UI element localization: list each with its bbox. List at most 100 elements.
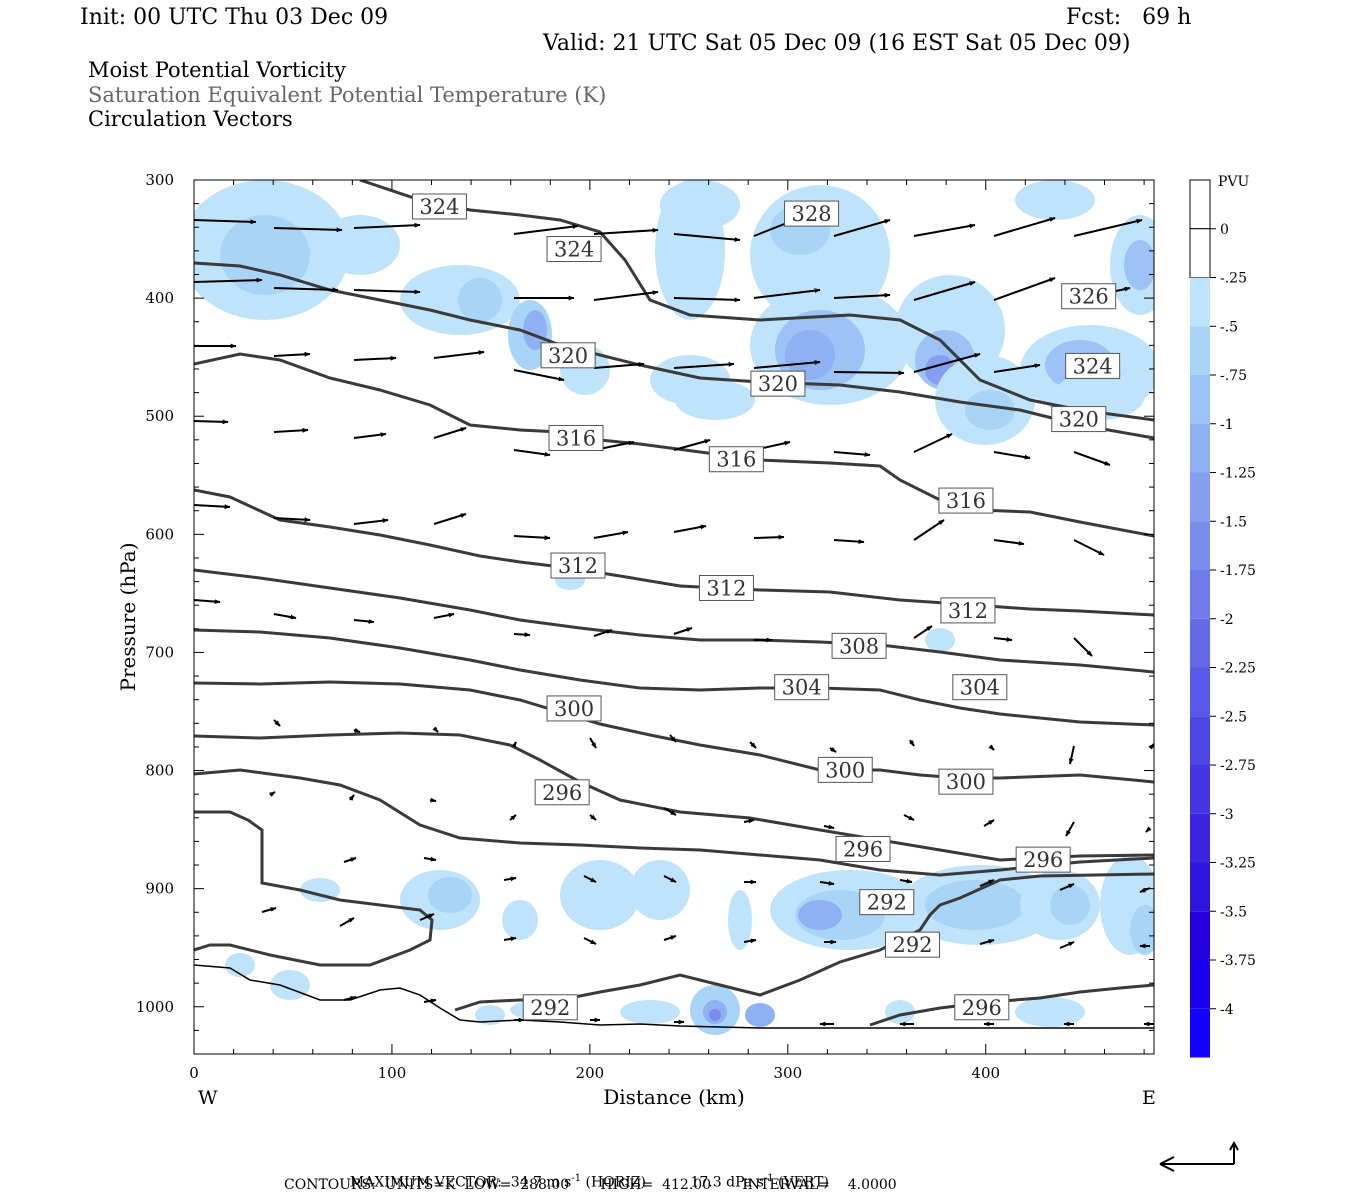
circulation-vector: [913, 433, 953, 453]
circulation-vector: [673, 297, 741, 303]
svg-text:316: 316: [556, 426, 596, 450]
colorbar-label: -.75: [1220, 368, 1247, 384]
colorbar-cell: [1189, 179, 1211, 230]
colorbar-label: -3.75: [1220, 953, 1256, 969]
contour-label: 300: [546, 695, 602, 722]
circulation-vector: [673, 439, 711, 451]
circulation-vector: [194, 219, 257, 225]
colorbar-cell: [1190, 911, 1210, 960]
circulation-vector: [1059, 883, 1075, 891]
contour-label: 328: [784, 200, 840, 227]
svg-text:320: 320: [758, 372, 798, 396]
terrain-line: [194, 964, 1154, 1029]
circulation-vector: [819, 880, 835, 886]
circulation-vector: [833, 219, 891, 237]
svg-text:324: 324: [554, 238, 594, 262]
circulation-vector: [353, 619, 375, 624]
contour-label: 320: [1051, 406, 1107, 433]
svg-text:312: 312: [948, 599, 988, 623]
max-vector-note: MAXIMUM VECTOR: 34.7 m s-1 (HORIZ) 17.3 …: [341, 1157, 829, 1191]
svg-text:324: 324: [419, 195, 459, 219]
colorbar-cell: [1190, 960, 1210, 1009]
circulation-vector: [339, 917, 355, 927]
circulation-vector: [673, 361, 735, 369]
circulation-vector: [993, 637, 1013, 642]
circulation-vector: [273, 351, 311, 357]
colorbar-label: -1.25: [1220, 466, 1256, 482]
contour-label: 320: [750, 370, 806, 397]
colorbar-cell: [1190, 765, 1210, 814]
mpv-shade-region: [728, 890, 752, 950]
contour-label: 308: [831, 632, 887, 659]
horiz-max: 34.7 m s: [510, 1174, 572, 1191]
mpv-shade-region: [320, 215, 400, 275]
colorbar-label: -2.75: [1220, 758, 1256, 774]
contour-label: 296: [1015, 846, 1071, 873]
circulation-vector: [593, 629, 613, 637]
init-time: Init: 00 UTC Thu 03 Dec 09: [80, 5, 389, 30]
mpv-shade-region: [785, 330, 835, 380]
circulation-vector: [753, 288, 821, 299]
circulation-vector: [429, 797, 437, 803]
circulation-vector: [743, 938, 757, 944]
mpv-shade-region: [798, 900, 842, 930]
mpv-shade-region: [1124, 240, 1154, 290]
circulation-vector: [419, 913, 435, 921]
colorbar-label: -4: [1220, 1002, 1234, 1018]
circulation-vector: [593, 530, 629, 539]
colorbar-label: 0: [1220, 222, 1229, 238]
circulation-vector: [753, 534, 785, 540]
y-tick-label: 900: [145, 880, 174, 898]
circulation-vector: [1073, 218, 1143, 237]
contour-line: [194, 488, 1154, 617]
colorbar-cell: [1190, 570, 1210, 619]
svg-text:312: 312: [558, 554, 598, 578]
circulation-vector: [673, 627, 693, 635]
circulation-vector: [988, 744, 995, 751]
circulation-vector: [903, 814, 915, 821]
mpv-shade-region: [1015, 997, 1085, 1027]
contour-line: [194, 568, 1154, 674]
circulation-vector: [432, 726, 439, 733]
colorbar-label: -1: [1220, 417, 1234, 433]
circulation-vector: [513, 224, 579, 235]
mpv-shade-region: [620, 1000, 680, 1024]
svg-text:300: 300: [554, 697, 594, 721]
contour-label: 326: [1061, 283, 1117, 310]
circulation-vector: [269, 791, 276, 797]
svg-text:326: 326: [1069, 285, 1109, 309]
mpv-shade-region: [428, 877, 472, 913]
y-tick-label: 1000: [136, 998, 174, 1016]
circulation-vector: [511, 741, 517, 748]
circulation-vector: [589, 814, 597, 821]
reference-vector-icon: [1159, 1140, 1239, 1172]
mpv-shade-region: [965, 390, 1015, 430]
west-label: W: [198, 1087, 218, 1109]
x-axis: 0 100 200 300 400: [189, 180, 1145, 1082]
valid-time: Valid: 21 UTC Sat 05 Dec 09 (16 EST Sat …: [543, 31, 1131, 56]
circulation-vector: [663, 875, 677, 883]
circulation-vector: [913, 223, 976, 237]
mpv-shade-region: [560, 860, 640, 930]
vert-tag: (VERT): [778, 1174, 829, 1191]
mpv-shade-region: [925, 880, 1025, 930]
mpv-shading: [194, 180, 1154, 1035]
circulation-vector: [433, 513, 467, 525]
colorbar-label: -2.5: [1220, 709, 1247, 725]
colorbar-label: -3: [1220, 807, 1234, 823]
x-tick-label: 100: [378, 1064, 407, 1082]
circulation-vector: [913, 519, 945, 541]
x-tick-label: 400: [971, 1064, 1000, 1082]
contour-line: [194, 810, 434, 967]
circulation-vector: [1073, 637, 1093, 657]
mpv-shade-region: [630, 860, 690, 920]
contour-label: 324: [411, 193, 467, 220]
circulation-vector: [513, 632, 531, 638]
circulation-vector: [993, 539, 1025, 546]
circulation-vector: [833, 370, 905, 376]
contour-label: 292: [885, 931, 941, 958]
circulation-vector: [593, 227, 659, 235]
contour-label: 316: [708, 446, 764, 473]
circulation-vector: [273, 613, 297, 620]
